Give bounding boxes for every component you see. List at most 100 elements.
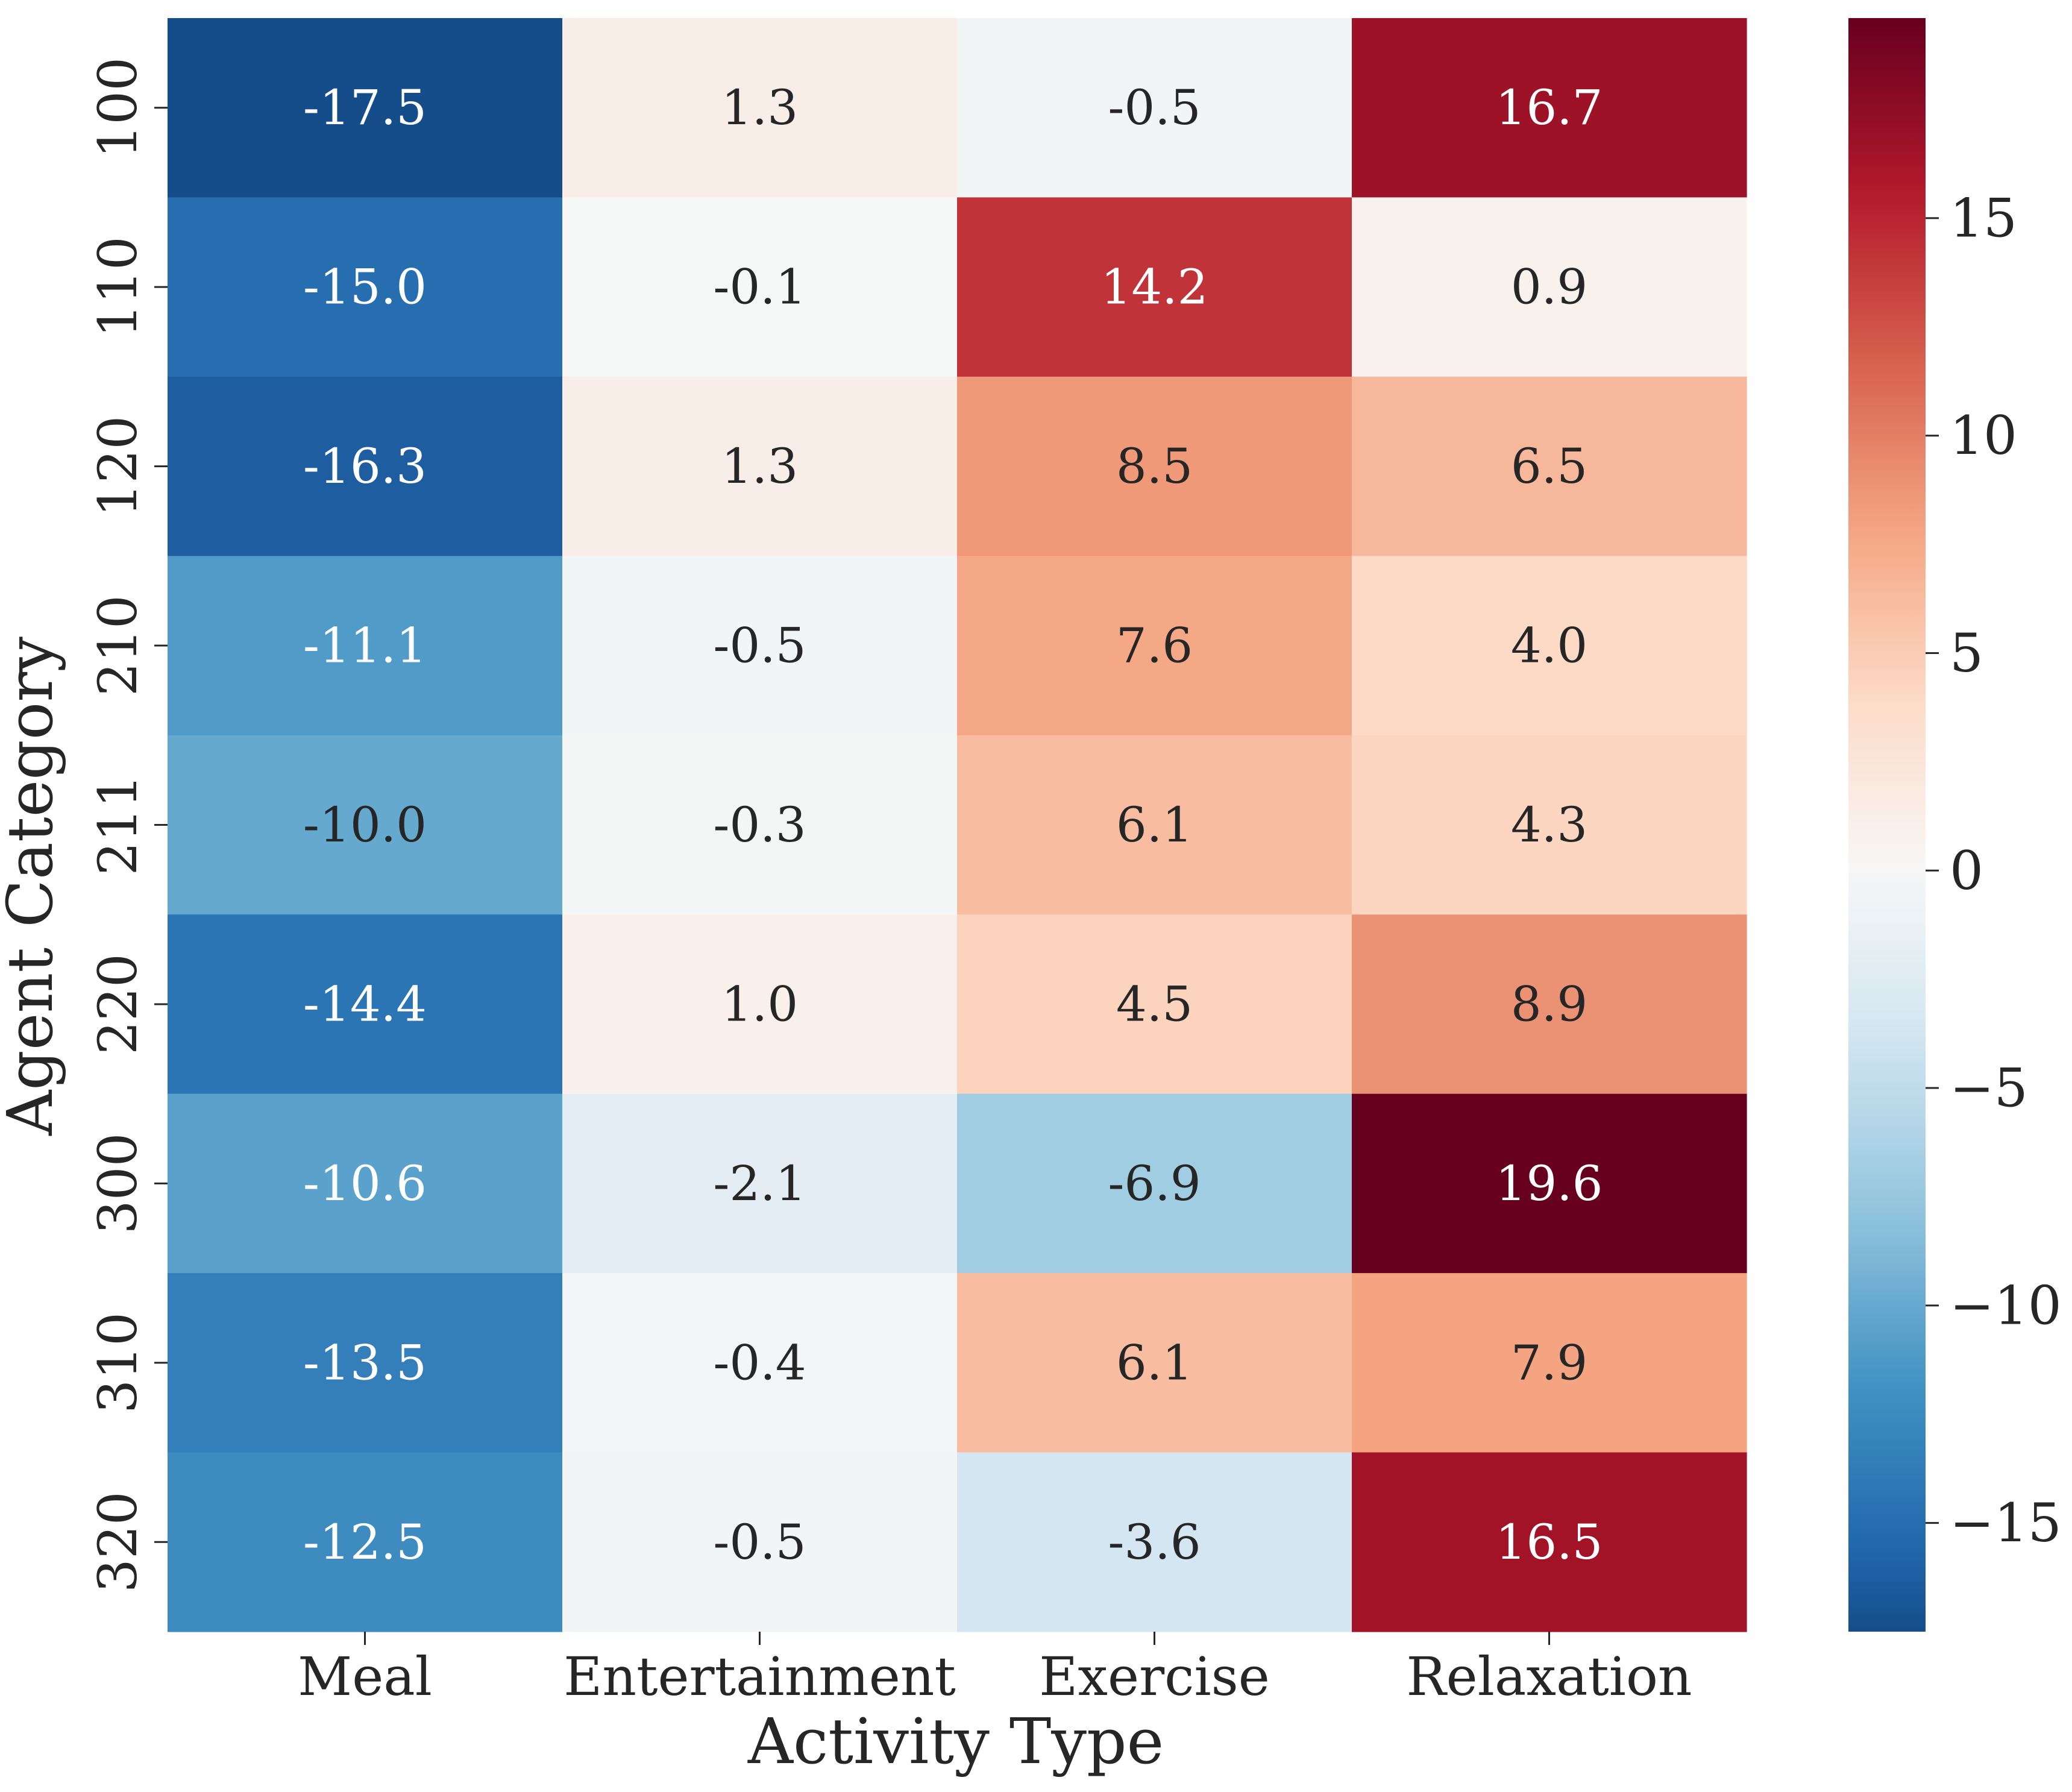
cell-value-label: 1.0 — [721, 976, 798, 1032]
cell-value-label: -12.5 — [303, 1514, 427, 1570]
cell-value-label: -17.5 — [303, 80, 427, 136]
x-tick-label: Relaxation — [1406, 1646, 1692, 1708]
y-tick-label: 120 — [87, 416, 149, 517]
heatmap-cell-r110-exercise — [957, 197, 1352, 377]
cell-value-label: 7.6 — [1116, 618, 1193, 674]
cell-value-label: 14.2 — [1100, 259, 1208, 315]
heatmap-cell-r100-exercise — [957, 18, 1352, 198]
heatmap-cell-r320-entertainment — [562, 1452, 958, 1632]
heatmap-cells — [168, 18, 1747, 1632]
heatmap-cell-r320-meal — [168, 1452, 563, 1632]
colorbar-tick-label: 15 — [1950, 187, 2017, 249]
colorbar-tick-label: 0 — [1950, 840, 1983, 902]
cell-value-label: -13.5 — [303, 1335, 427, 1391]
colorbar-tick-label: −5 — [1950, 1057, 2028, 1119]
heatmap-cell-r210-exercise — [957, 556, 1352, 736]
cell-value-label: -0.1 — [713, 259, 806, 315]
heatmap-cell-r300-relaxation — [1352, 1093, 1747, 1274]
x-tick-label: Meal — [298, 1646, 432, 1708]
cell-value-label: 6.1 — [1116, 797, 1193, 853]
heatmap-cell-r310-entertainment — [562, 1273, 958, 1453]
y-tick-label: 300 — [87, 1133, 149, 1234]
cell-value-label: -0.5 — [1108, 80, 1201, 136]
heatmap-cell-r310-exercise — [957, 1273, 1352, 1453]
y-tick-label: 320 — [87, 1491, 149, 1592]
heatmap-cell-r320-relaxation — [1352, 1452, 1747, 1632]
colorbar-tick-label: 10 — [1950, 404, 2017, 467]
heatmap-cell-r110-entertainment — [562, 197, 958, 377]
heatmap-cell-r300-meal — [168, 1093, 563, 1274]
heatmap-cell-r320-exercise — [957, 1452, 1352, 1632]
y-tick-label: 220 — [87, 954, 149, 1055]
heatmap-cell-r210-entertainment — [562, 556, 958, 736]
heatmap-cell-r310-relaxation — [1352, 1273, 1747, 1453]
cell-value-label: 4.3 — [1511, 797, 1587, 853]
x-tick-label: Exercise — [1039, 1646, 1270, 1708]
cell-value-label: -14.4 — [303, 976, 427, 1032]
heatmap-cell-r120-entertainment — [562, 376, 958, 556]
x-axis: Meal Entertainment Exercise Relaxation — [298, 1632, 1692, 1708]
x-tick-label: Entertainment — [564, 1646, 956, 1708]
heatmap-cell-r210-relaxation — [1352, 556, 1747, 736]
cell-value-label: 7.9 — [1511, 1335, 1587, 1391]
cell-value-label: -0.5 — [713, 618, 806, 674]
y-tick-label: 210 — [87, 595, 149, 696]
heatmap-cell-r220-relaxation — [1352, 914, 1747, 1095]
cell-value-label: -10.6 — [303, 1155, 427, 1212]
heatmap-cell-r211-exercise — [957, 735, 1352, 915]
cell-value-label: -11.1 — [303, 618, 427, 674]
y-tick-label: 211 — [87, 775, 149, 876]
cell-value-label: 0.9 — [1511, 259, 1587, 315]
cell-value-label: 8.5 — [1116, 438, 1193, 494]
cell-value-label: -0.3 — [713, 797, 806, 853]
heatmap-cell-r210-meal — [168, 556, 563, 736]
heatmap-cell-r110-relaxation — [1352, 197, 1747, 377]
colorbar-tick-label: −10 — [1950, 1274, 2062, 1336]
heatmap-cell-r310-meal — [168, 1273, 563, 1453]
cell-value-label: 4.0 — [1511, 618, 1587, 674]
cell-value-label: 6.5 — [1511, 438, 1587, 494]
heatmap-cell-r211-relaxation — [1352, 735, 1747, 915]
heatmap-cell-r110-meal — [168, 197, 563, 377]
heatmap-cell-r120-relaxation — [1352, 376, 1747, 556]
heatmap-cell-r300-entertainment — [562, 1093, 958, 1274]
cell-value-label: -3.6 — [1108, 1514, 1201, 1570]
colorbar: −15 −10 −5 0 5 10 15 — [1848, 18, 2062, 1632]
cell-value-label: 4.5 — [1116, 976, 1193, 1032]
heatmap-cell-r120-exercise — [957, 376, 1352, 556]
colorbar-tick-label: 5 — [1950, 622, 1983, 684]
y-tick-label: 110 — [87, 236, 149, 338]
heatmap-cell-r100-entertainment — [562, 18, 958, 198]
heatmap-cell-r300-exercise — [957, 1093, 1352, 1274]
y-axis: 100 110 120 210 211 220 300 310 320 — [87, 57, 168, 1592]
cell-value-label: 8.9 — [1511, 976, 1587, 1032]
cell-value-label: 19.6 — [1495, 1155, 1603, 1212]
heatmap-cell-r100-relaxation — [1352, 18, 1747, 198]
cell-value-label: 16.5 — [1495, 1514, 1603, 1570]
cell-value-label: -16.3 — [303, 438, 427, 494]
heatmap-cell-r220-exercise — [957, 914, 1352, 1095]
cell-value-label: 16.7 — [1495, 80, 1603, 136]
y-tick-label: 310 — [87, 1312, 149, 1413]
heatmap-cell-labels: -17.5 1.3 -0.5 16.7 -15.0 -0.1 14.2 0.9 -16.3 1.3… — [303, 80, 1603, 1570]
cell-value-label: -15.0 — [303, 259, 427, 315]
colorbar-tick-label: −15 — [1950, 1492, 2062, 1554]
colorbar-gradient — [1848, 18, 1926, 1632]
heatmap-cell-r211-meal — [168, 735, 563, 915]
cell-value-label: 6.1 — [1116, 1335, 1193, 1391]
heatmap-cell-r220-meal — [168, 914, 563, 1095]
heatmap-cell-r220-entertainment — [562, 914, 958, 1095]
heatmap-cell-r100-meal — [168, 18, 563, 198]
y-tick-label: 100 — [87, 57, 149, 159]
x-axis-title: Activity Type — [747, 1705, 1164, 1778]
cell-value-label: 1.3 — [721, 80, 798, 136]
cell-value-label: -2.1 — [713, 1155, 806, 1212]
cell-value-label: -0.5 — [713, 1514, 806, 1570]
cell-value-label: 1.3 — [721, 438, 798, 494]
cell-value-label: -6.9 — [1108, 1155, 1201, 1212]
heatmap-cell-r211-entertainment — [562, 735, 958, 915]
y-axis-title: Agent Category — [0, 637, 67, 1136]
heatmap-cell-r120-meal — [168, 376, 563, 556]
